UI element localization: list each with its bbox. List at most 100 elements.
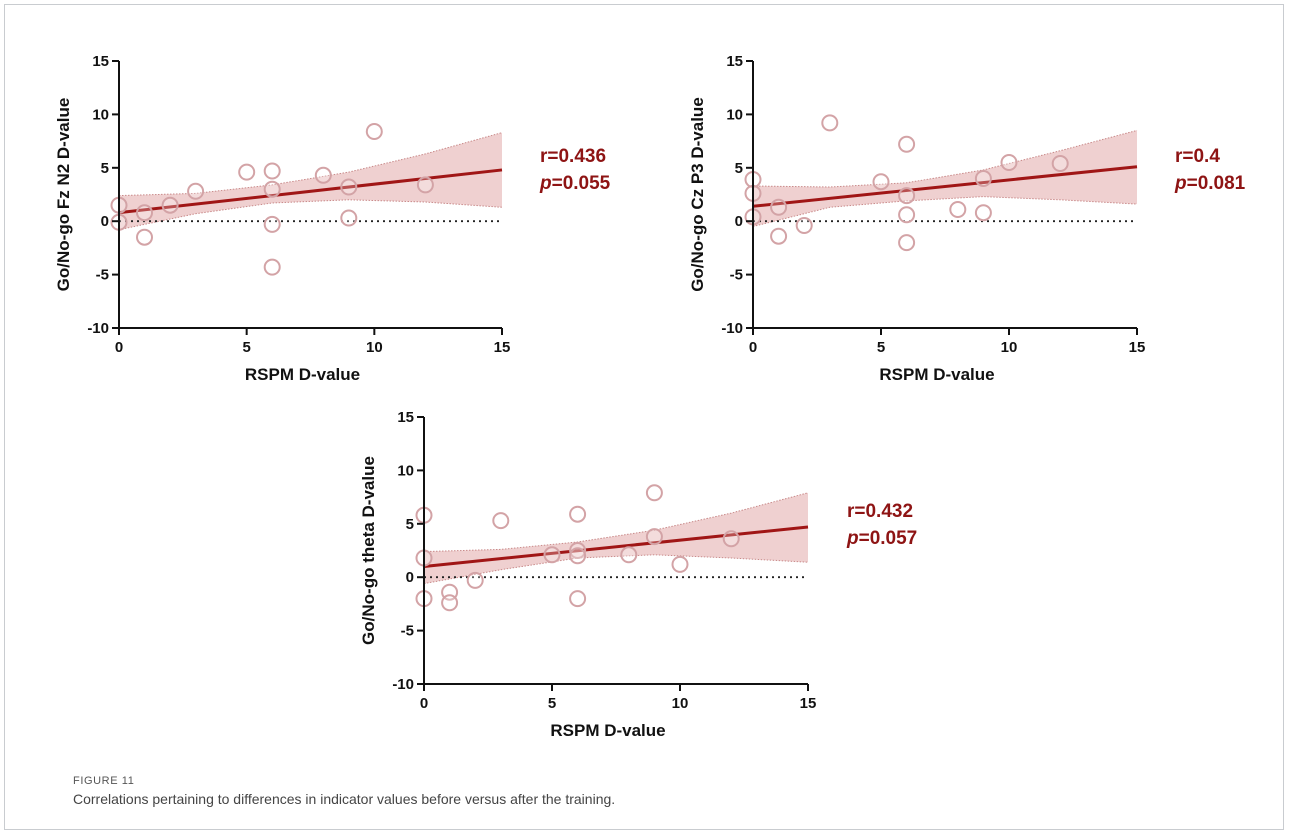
y-tick-label: 10 [92,106,109,123]
x-tick-label: 0 [115,339,123,356]
y-axis-title: Go/No-go Cz P3 D-value [688,97,707,292]
confidence-band-upper [423,492,809,553]
correlation-p: p=0.055 [539,173,611,194]
figure-canvas: -10 -5 0 5 10 15 0 5 10 15 RSPM D-value Go/No-go Fz… [54,53,1246,740]
data-point-6 [187,182,205,200]
data-point-10 [263,215,281,233]
data-point-14 [340,209,358,227]
data-point-13 [340,178,358,196]
correlation-r: r=0.4 [1175,146,1220,167]
data-point-13 [620,546,638,564]
x-tick-label: 15 [800,695,817,712]
confidence-band [753,130,1137,227]
y-tick-label: -5 [401,623,414,640]
figure-frame: -10 -5 0 5 10 15 0 5 10 15 RSPM D-value Go/No-go Fz… [4,4,1284,830]
data-point-13 [949,201,967,218]
confidence-band-upper [118,132,503,197]
y-axis-title: Go/No-go theta D-value [359,456,378,645]
data-point-17 [1051,155,1069,172]
confidence-band-lower [118,199,503,231]
data-point-10 [898,187,916,205]
figure-label: FIGURE 11 [73,775,135,787]
x-tick-label: 5 [877,339,885,356]
data-point-6 [466,571,484,589]
data-point-12 [898,234,916,252]
data-point-17 [722,530,740,548]
y-tick-label: 0 [101,213,109,230]
data-point-5 [441,594,459,612]
data-point-9 [569,505,587,523]
data-point-15 [645,528,663,546]
data-point-7 [821,114,839,132]
y-tick-label: -10 [392,676,414,693]
x-tick-label: 0 [420,695,428,712]
data-point-4 [136,228,153,246]
y-tick-label: 10 [726,106,743,123]
y-tick-label: -10 [87,320,109,337]
x-tick-label: 10 [366,339,383,356]
correlation-p: p=0.081 [1174,173,1246,194]
confidence-band-upper [752,129,1138,188]
y-tick-label: 15 [726,53,743,70]
data-point-11 [569,547,587,565]
data-point-12 [314,166,332,184]
correlation-r: r=0.436 [540,146,606,167]
y-tick-label: -10 [721,320,743,337]
y-tick-label: 10 [397,462,414,479]
data-point-8 [543,546,561,564]
confidence-band [119,132,502,230]
data-point-5 [161,196,179,214]
confidence-band-lower [423,554,809,585]
x-axis-title: RSPM D-value [550,721,665,740]
data-point-7 [492,512,510,530]
regression-line [423,525,809,569]
data-point-5 [770,227,788,245]
data-point-15 [365,123,383,140]
data-point-7 [238,163,256,181]
plot-panel-1: -10 -5 0 5 10 15 0 5 10 15 RSPM D-value Go/No-go Fz… [54,53,611,384]
x-tick-label: 10 [1001,339,1018,356]
correlation-p: p=0.057 [846,528,917,549]
figure-caption: Correlations pertaining to differences i… [73,791,616,807]
x-tick-label: 15 [1129,339,1146,356]
data-point-11 [263,258,281,276]
y-tick-label: -5 [96,267,109,284]
regression-line [118,168,503,215]
y-tick-label: 5 [101,160,109,177]
y-tick-label: 5 [406,516,414,533]
plot-panel-3: -10 -5 0 5 10 15 0 5 10 15 RSPM D-value Go/No-go th… [359,409,917,740]
y-tick-label: 15 [92,53,109,70]
y-tick-label: 15 [397,409,414,426]
y-tick-label: 0 [406,569,414,586]
plot-panel-2: -10 -5 0 5 10 15 0 5 10 15 RSPM D-value Go/No-go Cz… [688,53,1246,384]
data-point-14 [974,170,992,187]
data-point-12 [569,590,587,608]
y-tick-label: 5 [735,160,743,177]
x-axis-title: RSPM D-value [879,365,994,384]
data-point-6 [795,217,813,234]
x-axis-title: RSPM D-value [245,365,360,384]
regression-line [752,165,1138,208]
data-point-9 [898,135,916,153]
y-tick-label: 0 [735,213,743,230]
data-point-15 [974,204,992,222]
x-tick-label: 15 [494,339,511,356]
data-point-8 [872,173,890,191]
data-point-11 [898,206,916,224]
correlation-r: r=0.432 [847,501,913,522]
data-point-4 [770,198,788,216]
y-axis-title: Go/No-go Fz N2 D-value [54,98,73,292]
y-tick-label: -5 [730,267,743,284]
x-tick-label: 0 [749,339,757,356]
data-point-14 [645,484,663,502]
x-tick-label: 10 [672,695,689,712]
data-point-16 [416,176,434,194]
confidence-band [424,492,808,584]
data-point-3 [136,204,153,222]
data-point-16 [671,555,689,573]
data-point-16 [1000,154,1018,171]
x-tick-label: 5 [548,695,556,712]
data-point-9 [263,180,281,198]
data-point-8 [263,162,281,180]
x-tick-label: 5 [242,339,250,356]
